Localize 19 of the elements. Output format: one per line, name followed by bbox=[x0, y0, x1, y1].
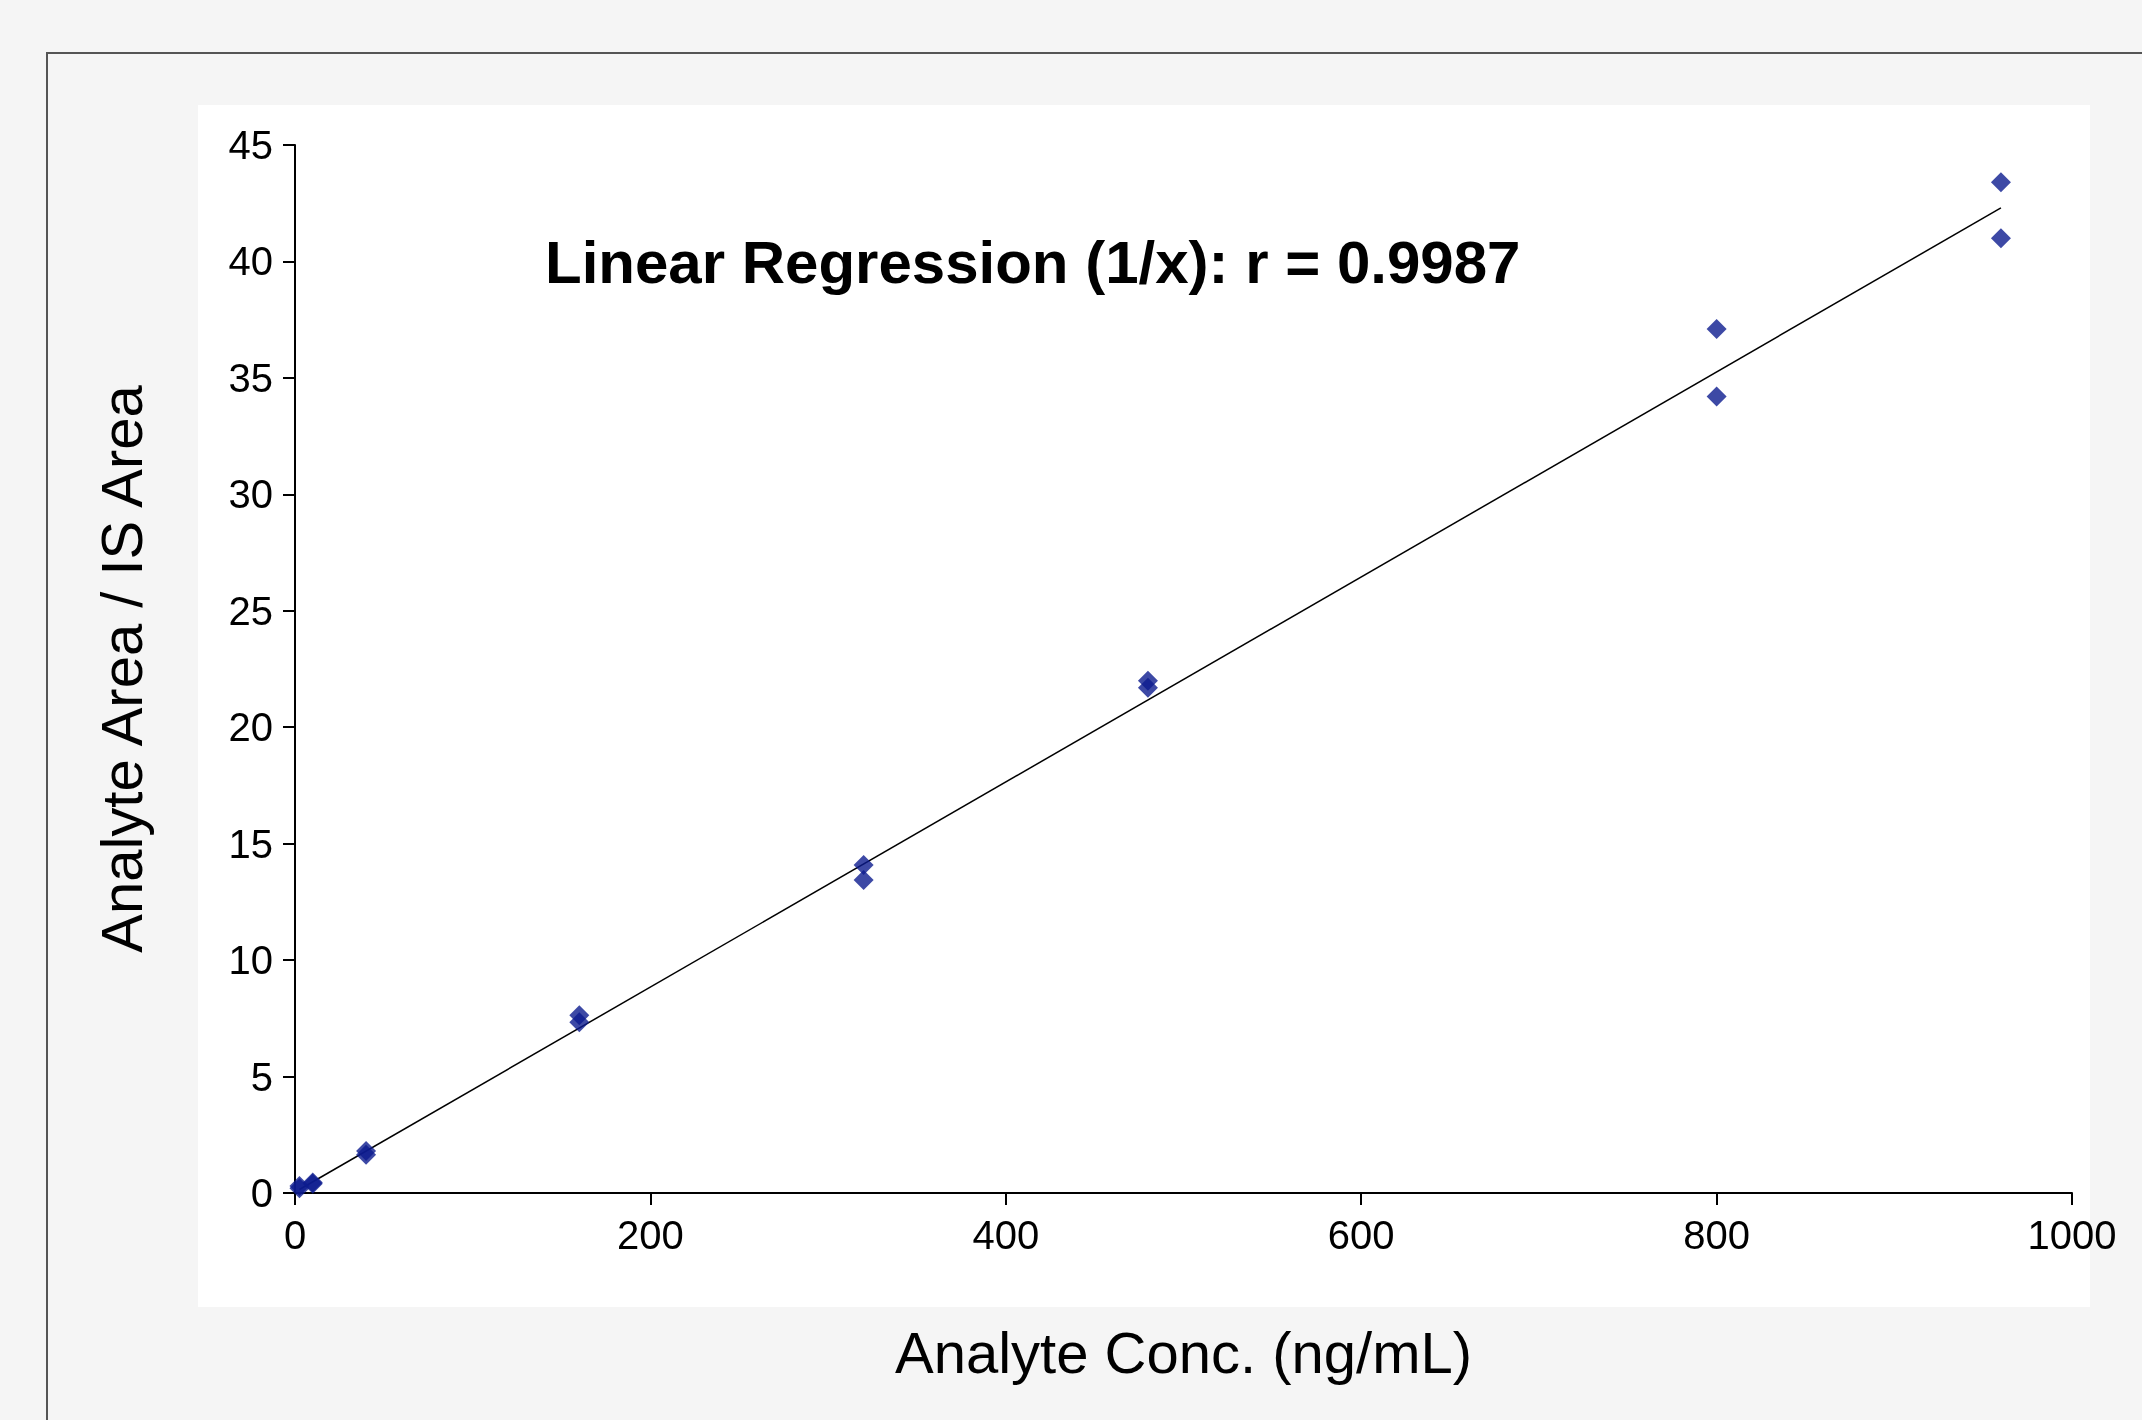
x-tick-label: 200 bbox=[617, 1213, 684, 1257]
y-tick-label: 25 bbox=[228, 588, 273, 633]
x-tick-label: 800 bbox=[1683, 1213, 1750, 1257]
y-tick-label: 20 bbox=[228, 705, 273, 750]
y-tick-label: 5 bbox=[250, 1054, 273, 1099]
x-tick-label: 400 bbox=[972, 1213, 1040, 1257]
y-tick-label: 10 bbox=[228, 938, 273, 983]
y-tick-label: 30 bbox=[228, 472, 273, 517]
x-tick-label: 0 bbox=[283, 1213, 307, 1257]
y-axis-title: Analyte Area / IS Area bbox=[88, 384, 154, 953]
annotation: Linear Regression (1/x): r = 0.9987 bbox=[545, 228, 1521, 296]
x-tick-label: 1000 bbox=[2027, 1213, 2117, 1257]
y-tick-label: 0 bbox=[250, 1171, 273, 1215]
x-tick-label: 600 bbox=[1327, 1213, 1395, 1257]
y-tick-label: 35 bbox=[228, 355, 273, 400]
x-axis-title: Analyte Conc. (ng/mL) bbox=[894, 1319, 1473, 1385]
y-tick-label: 15 bbox=[228, 821, 273, 866]
y-tick-label: 45 bbox=[228, 123, 273, 167]
y-tick-label: 40 bbox=[228, 239, 273, 284]
